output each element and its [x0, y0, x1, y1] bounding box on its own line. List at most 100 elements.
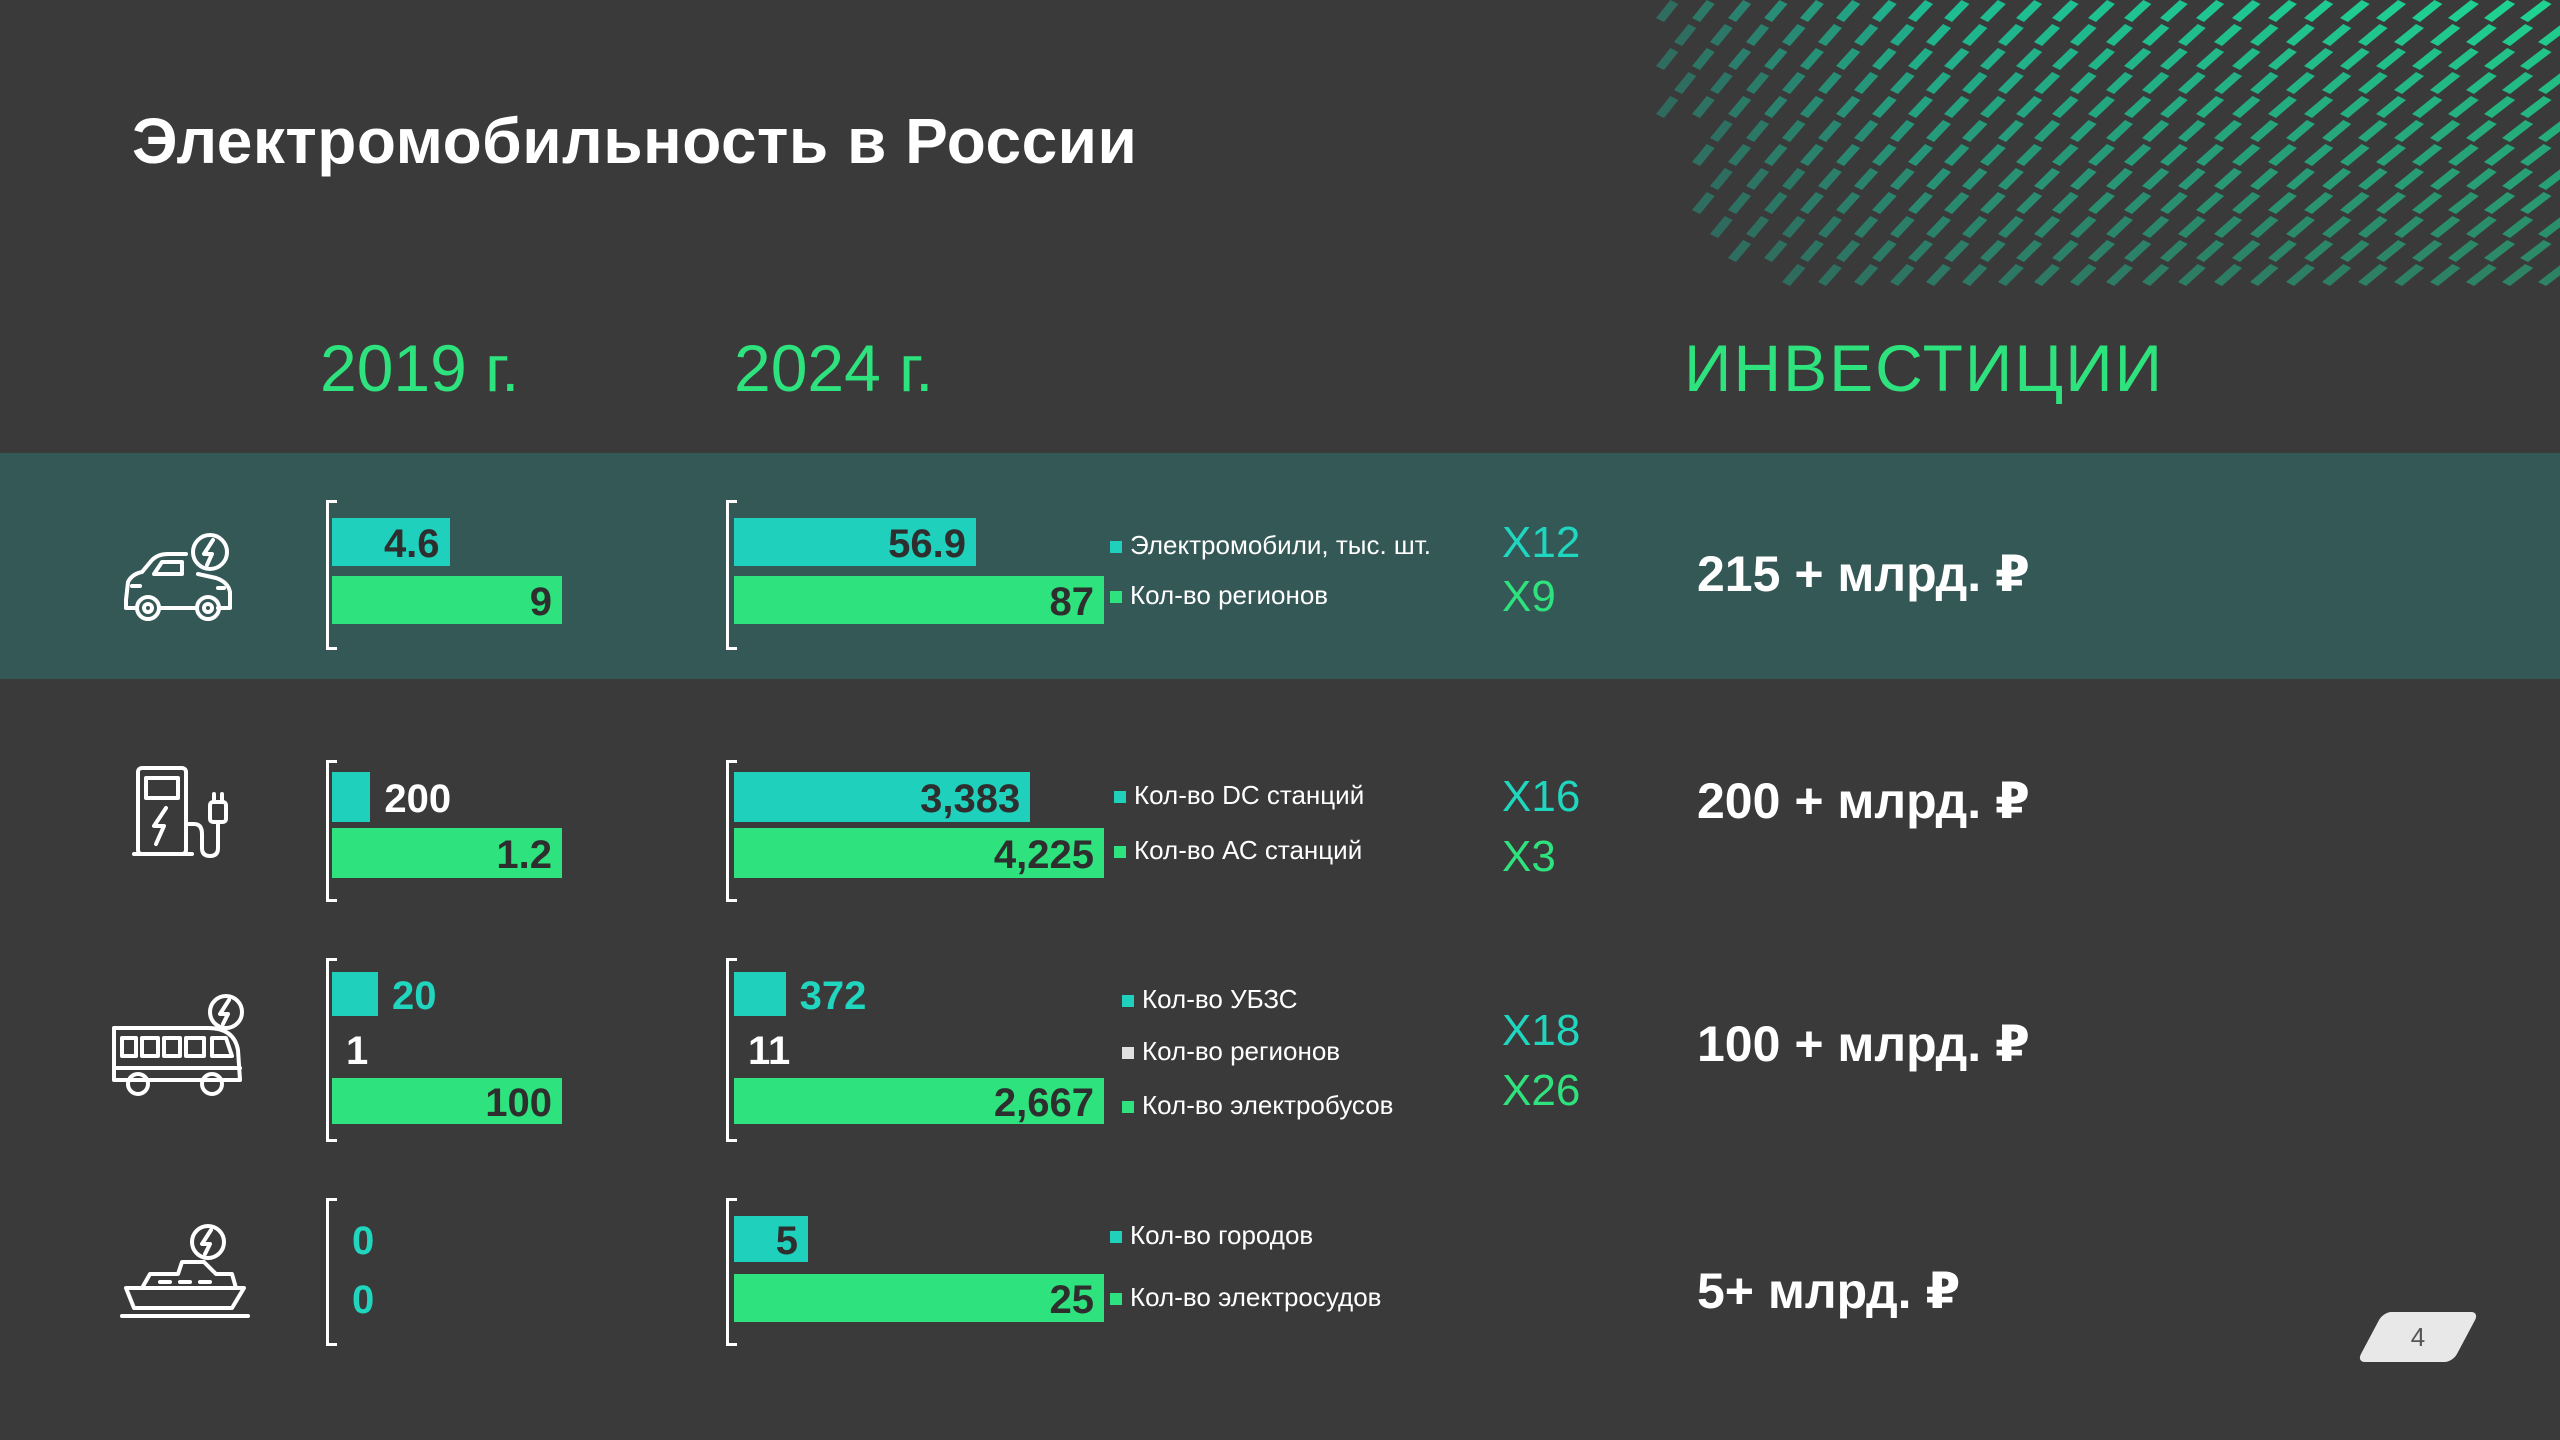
decorative-shape	[1782, 216, 1806, 238]
decorative-shape	[2484, 240, 2516, 262]
decorative-shape	[2268, 48, 2297, 70]
decorative-shape	[2412, 0, 2443, 22]
data-label: 1	[346, 1029, 369, 1073]
data-label: 25	[1049, 1278, 1095, 1322]
decorative-shape	[1836, 0, 1861, 22]
decorative-shape	[1836, 96, 1861, 118]
data-label: 372	[799, 974, 867, 1018]
data-label: 0	[352, 1278, 375, 1322]
decorative-shape	[2538, 25, 2560, 46]
decorative-shape	[2214, 264, 2243, 286]
data-label: 87	[1049, 580, 1095, 624]
decorative-shape	[2250, 216, 2279, 238]
decorative-shape	[2052, 240, 2079, 262]
decorative-shape	[1782, 168, 1806, 190]
data-label: 2,667	[993, 1081, 1094, 1125]
decorative-shape	[2106, 216, 2133, 238]
decorative-shape	[2376, 144, 2407, 166]
decorative-shape	[2466, 216, 2497, 238]
decorative-shape	[2106, 120, 2133, 142]
legend-swatch	[1122, 1047, 1134, 1059]
decorative-shape	[1854, 72, 1879, 94]
decorative-shape	[2196, 48, 2225, 70]
decorative-shape	[2484, 48, 2516, 70]
decorative-shape	[1944, 96, 1970, 118]
decorative-shape	[1818, 216, 1842, 238]
decorative-shape	[2268, 144, 2297, 166]
decorative-shape	[1998, 24, 2024, 46]
decorative-shape	[1872, 144, 1897, 166]
decorative-shape	[2466, 264, 2497, 286]
decorative-shape	[1692, 192, 1715, 214]
decorative-shape	[2214, 24, 2243, 46]
data-label: 3,383	[920, 777, 1021, 821]
decorative-shape	[1908, 0, 1934, 22]
decorative-shape	[1890, 24, 1915, 46]
legend-label: Кол-во регионов	[1130, 580, 1329, 610]
decorative-shape	[1980, 144, 2006, 166]
investment-amount: 215 + млрд. ₽	[1697, 546, 2030, 602]
legend-item: Электромобили, тыс. шт.	[1110, 530, 1431, 561]
decorative-shape	[1782, 264, 1806, 286]
decorative-shape	[2394, 216, 2425, 238]
decorative-shape	[2160, 144, 2188, 166]
decorative-shape	[2034, 168, 2061, 190]
decorative-shape	[2124, 48, 2152, 70]
group-bracket	[326, 760, 337, 902]
decorative-shape	[1746, 24, 1770, 46]
decorative-shape	[2070, 24, 2097, 46]
decorative-shape	[2016, 144, 2043, 166]
decorative-shape	[1764, 96, 1788, 118]
decorative-shape	[1854, 120, 1879, 142]
column-header-2024: 2024 г.	[734, 331, 934, 405]
bar-2024-series-0	[734, 772, 1031, 822]
decorative-shape	[2268, 240, 2297, 262]
growth-multiplier: X16	[1502, 772, 1581, 821]
decorative-shape	[2124, 192, 2152, 214]
group-bracket	[326, 500, 337, 650]
decorative-shape	[1800, 240, 1824, 262]
decorative-shape	[2340, 240, 2370, 262]
decorative-shape	[1692, 0, 1715, 22]
decorative-shape	[1818, 264, 1842, 286]
decorative-shape	[2304, 48, 2334, 70]
decorative-shape	[2178, 24, 2206, 46]
decorative-shape	[2484, 96, 2516, 118]
decorative-shape	[2142, 120, 2170, 142]
decorative-shape	[1710, 168, 1733, 190]
bar-2024-series-2	[734, 1078, 1104, 1124]
decorative-shape	[2070, 120, 2097, 142]
data-label: 5	[775, 1219, 798, 1263]
decorative-shape	[1728, 144, 1752, 166]
decorative-shape	[1800, 0, 1824, 22]
decorative-shape	[1926, 168, 1952, 190]
decorative-shape	[2196, 144, 2225, 166]
decorative-shape	[1674, 24, 1697, 46]
decorative-shape	[2520, 0, 2552, 22]
decorative-shape	[2430, 264, 2461, 286]
decorative-shape	[1692, 144, 1715, 166]
decorative-shape	[2448, 240, 2479, 262]
decorative-shape	[2502, 216, 2534, 238]
decorative-shape	[2268, 192, 2297, 214]
data-label: 56.9	[888, 522, 966, 566]
bar-2024-series-1	[734, 828, 1104, 878]
data-label: 200	[384, 777, 452, 821]
decorative-shape	[2034, 24, 2061, 46]
group-bracket	[726, 1198, 737, 1346]
decorative-shape	[1890, 168, 1915, 190]
decorative-shape	[1746, 120, 1770, 142]
decorative-shape	[2070, 72, 2097, 94]
decorative-shape	[2142, 168, 2170, 190]
decorative-shape	[2340, 144, 2370, 166]
decorative-shape	[1998, 168, 2024, 190]
decorative-shape	[1908, 144, 1934, 166]
decorative-shape	[2160, 96, 2188, 118]
decorative-shape	[2484, 144, 2516, 166]
decorative-shape	[1692, 96, 1715, 118]
legend-swatch	[1122, 995, 1134, 1007]
data-label: 1.2	[496, 833, 552, 877]
investment-amount: 5+ млрд. ₽	[1697, 1263, 1961, 1319]
decorative-shape	[2340, 96, 2370, 118]
decorative-shape	[1800, 144, 1824, 166]
